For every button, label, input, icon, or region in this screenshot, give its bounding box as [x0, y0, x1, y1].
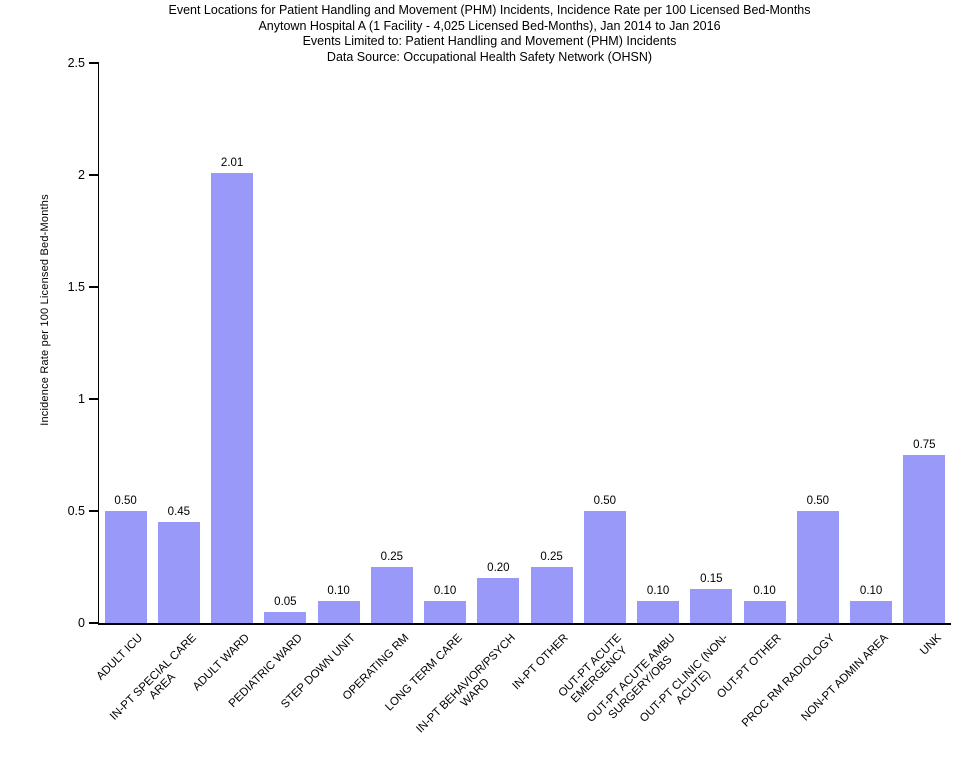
- bar: [903, 455, 946, 623]
- bar-value-label: 0.25: [540, 551, 563, 563]
- x-axis-category-label: PROC RM RADIOLOGY: [739, 632, 838, 730]
- bar-slot: 0.15 OUT-PT CLINIC (NON- ACUTE): [638, 63, 738, 725]
- bar-slot: 0.10 OUT-PT ACUTE AMBU SURGERY/OBS: [585, 63, 685, 725]
- bar-value-label: 0.45: [167, 506, 191, 519]
- bar-value-label: 0.50: [593, 495, 617, 507]
- bar-slot: 0.25 OPERATING RM: [341, 63, 418, 703]
- bar: [211, 172, 254, 623]
- x-axis-category-label: ADULT ICU: [94, 632, 146, 683]
- y-axis-tick: [89, 398, 99, 400]
- y-axis-tick: [89, 286, 99, 288]
- chart-title-line-3: Events Limited to: Patient Handling and …: [302, 34, 677, 48]
- bar-value-label: 0.10: [433, 584, 457, 597]
- x-axis-category-label: NON-PT ADMIN AREA: [799, 632, 891, 724]
- bar-slot: 0.05 PEDIATRIC WARD: [227, 63, 312, 710]
- y-axis-tick-label: 2: [78, 168, 85, 182]
- bar-value-label: 0.75: [913, 439, 936, 451]
- bar: [583, 511, 626, 623]
- chart-title-block: Event Locations for Patient Handling and…: [0, 3, 979, 65]
- y-axis-tick-label: 1: [78, 392, 85, 406]
- bar-slot: 0.50 OUT-PT ACUTE EMERGENCY: [557, 63, 631, 705]
- bar: [104, 511, 147, 623]
- bar-value-label: 0.10: [646, 584, 670, 597]
- bar-value-label: 0.50: [114, 495, 137, 507]
- bar-slot: 0.25 IN-PT OTHER: [511, 63, 578, 692]
- chart-title-line-1: Event Locations for Patient Handling and…: [168, 3, 811, 17]
- bar: [743, 600, 786, 623]
- y-axis-tick: [89, 622, 99, 624]
- bar-value-label: 0.50: [806, 495, 830, 507]
- bar-value-label: 0.15: [700, 573, 723, 586]
- bar-slot: 0.10 STEP DOWN UNIT: [279, 63, 365, 711]
- x-axis-category-label: UNK: [918, 632, 944, 658]
- bar-value-label: 0.05: [274, 595, 297, 608]
- bar-slot: 0.50 ADULT ICU: [94, 63, 152, 683]
- bar: [157, 522, 200, 623]
- bar-slot: 0.10 OUT-PT OTHER: [715, 63, 791, 701]
- bar: [637, 600, 680, 623]
- bar: [264, 611, 307, 623]
- bar: [424, 600, 467, 623]
- bar-value-label: 0.25: [380, 551, 404, 563]
- x-axis-category-label: IN-PT BEHAVIOR/PSYCH WARD: [414, 632, 518, 736]
- y-axis-tick-label: 0: [78, 616, 85, 630]
- chart-title-line-4: Data Source: Occupational Health Safety …: [326, 49, 653, 64]
- bar: [477, 578, 520, 623]
- bar-slot: 0.10 NON-PT ADMIN AREA: [799, 63, 898, 723]
- y-axis-tick-label: 1.5: [67, 280, 85, 294]
- y-axis-tick: [89, 62, 99, 64]
- bar-value-label: 0.20: [487, 562, 510, 575]
- plot-area: Incidence Rate per 100 Licensed Bed-Mont…: [39, 56, 951, 736]
- bar: [317, 600, 360, 623]
- bar-slot: 0.10 LONG TERM CARE: [383, 63, 472, 714]
- bar: [530, 567, 573, 623]
- bar: [796, 511, 839, 623]
- bar-value-label: 2.01: [220, 156, 244, 169]
- y-axis-tick: [89, 174, 99, 176]
- bar-slot: 0.75 UNK: [898, 63, 951, 658]
- bar: [850, 600, 893, 623]
- bar-slot: 0.20 IN-PT BEHAVIOR/PSYCH WARD: [414, 63, 525, 736]
- y-axis-tick-label: 0.5: [67, 504, 85, 518]
- bar-value-label: 0.10: [753, 584, 776, 597]
- bar: [370, 567, 413, 623]
- bar-slot: 2.01 ADULT WARD: [190, 63, 259, 693]
- bar: [690, 589, 733, 623]
- bar-value-label: 0.10: [859, 584, 883, 597]
- chart-title-line-2: Anytown Hospital A (1 Facility - 4,025 L…: [258, 18, 721, 33]
- y-axis-tick: [89, 510, 99, 512]
- bar-slot: 0.45 IN-PT SPECIAL CARE AREA: [108, 63, 205, 723]
- bar-value-label: 0.10: [327, 584, 350, 597]
- y-axis-tick-label: 2.5: [67, 56, 85, 70]
- bar-slot: 0.50 PROC RM RADIOLOGY: [740, 63, 844, 730]
